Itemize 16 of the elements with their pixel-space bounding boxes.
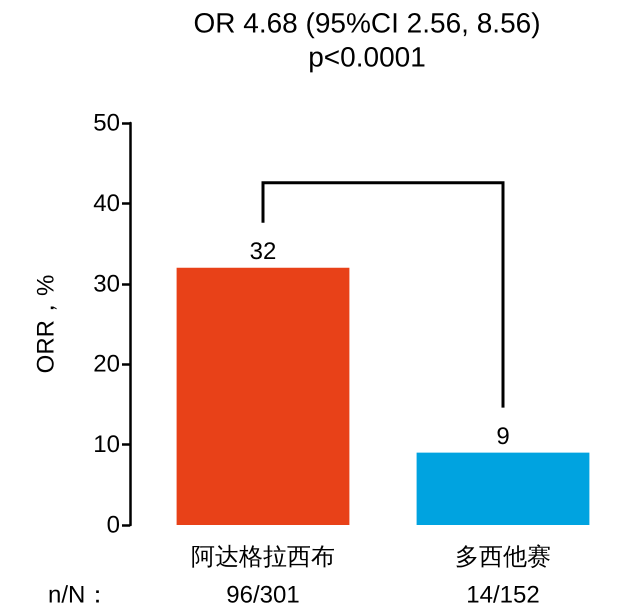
x-tick-label: 阿达格拉西布 [191,544,335,570]
y-tick-label: 40 [93,190,120,217]
y-tick-label: 20 [93,350,120,378]
y-axis-title: ORR，% [32,274,60,374]
x-tick-label: 多西他赛 [455,544,551,570]
y-tick-label: 10 [93,431,120,458]
y-tick-label: 30 [93,270,120,298]
text: 96/301 [226,582,300,608]
data-label: 9 [496,423,510,450]
data-label: 32 [250,238,276,266]
chart-title: OR 4.68 (95%CI 2.56, 8.56) [193,8,541,38]
text: 14/152 [466,582,540,608]
text: n/N： [48,582,110,608]
y-tick-label: 0 [106,512,120,538]
y-tick-label: 50 [93,110,120,136]
chart-subtitle: p<0.0001 [308,42,426,72]
